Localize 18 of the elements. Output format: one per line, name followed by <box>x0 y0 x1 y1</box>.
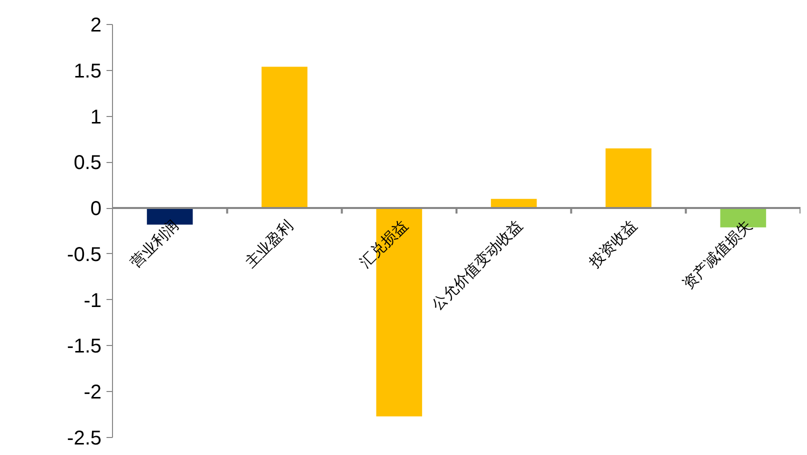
y-tick-label: -2.5 <box>67 428 102 450</box>
x-tick-label: 公允价值变动收益 <box>428 216 526 314</box>
y-tick-label: 1 <box>90 106 102 128</box>
x-tick-label: 资产减值损失 <box>678 216 756 293</box>
bar <box>606 148 652 208</box>
y-tick-label: -1 <box>84 290 102 312</box>
y-tick-label: -0.5 <box>67 244 102 266</box>
x-tick-label: 投资收益 <box>584 216 641 272</box>
x-tick-label: 汇兑损益 <box>356 216 412 272</box>
y-tick-label: -2 <box>84 382 102 404</box>
y-tick-label: 0.5 <box>74 152 102 174</box>
y-tick-label: 0 <box>90 198 102 220</box>
y-tick-label: 1.5 <box>74 60 102 82</box>
x-tick-label: 营业利润 <box>126 216 182 272</box>
y-tick-label: 2 <box>90 14 102 36</box>
y-tick-label: -1.5 <box>67 336 102 358</box>
x-tick-label: 主业盈利 <box>241 216 297 272</box>
bar <box>262 66 308 208</box>
